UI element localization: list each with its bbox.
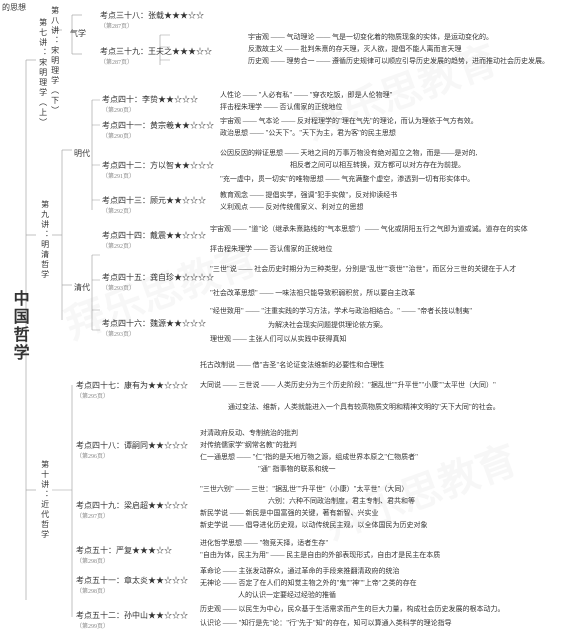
- leaf-t6: 宇宙观 —— 气本论 —— 反对程理学的"理在气先"的理论，而认为理依于气方有效…: [220, 116, 478, 126]
- kd-40-title: 考点四十：李贽★★☆☆☆: [102, 95, 198, 104]
- leaf-t32: "自由为体，民主为用" —— 民主是自由的外部表现形式，自由才是民主在本质: [200, 550, 440, 560]
- kd-43-title: 考点四十三：顾元★★☆☆☆: [102, 196, 206, 205]
- leaf-t16: "社会改革思想" —— 一味法祖只能导致积弱积贫，所以要自主改革: [210, 288, 415, 298]
- kd-38-page: （第287页）: [100, 24, 133, 30]
- leaf-t22: 通过变法、维新，人类就能进入一个具有较高物质文明和精神文明的"天下大同"的社会。: [228, 402, 500, 412]
- leaf-t28: 六别：六种不同政治制度，君主专制、君共和等: [268, 496, 415, 506]
- kd-39: 考点三十九：王夫之★★★☆☆ （第287页）: [100, 46, 212, 66]
- leaf-t20: 托古改制说 —— 借"吉圣"名论证变法维新的必要性和合理性: [200, 360, 384, 370]
- leaf-t10: "充一虚中，贯一切实"的唯物思想 —— 气充满整个虚空，渗透到一切有形实体中。: [220, 174, 474, 184]
- lecture-7: 第七讲：宋明理学（上）: [38, 18, 48, 128]
- kd-46: 考点四十六：魏源★★☆☆☆ （第293页）: [102, 318, 206, 338]
- leaf-t11: 教育观念 —— 提倡实学，强调"犯手实做"，反对抑读经书: [220, 190, 397, 200]
- leaf-t19: 理世观 —— 主张人们可以从实践中获得真知: [210, 334, 347, 344]
- kd-42-page: （第291页）: [102, 174, 135, 180]
- kd-40-page: （第290页）: [102, 108, 135, 114]
- kd-44-page: （第292页）: [102, 244, 135, 250]
- misc-top-label: 的思想: [2, 2, 26, 13]
- kd-47: 考点四十七：康有为★★☆☆☆ （第295页）: [76, 380, 188, 400]
- kd-50-page: （第298页）: [76, 559, 109, 565]
- kd-38-title: 考点三十八：张载★★★☆☆: [100, 11, 204, 20]
- lecture-10: 第十讲：近代哲学: [40, 460, 50, 540]
- kd-44-title: 考点四十四：戴震★★☆☆☆: [102, 231, 206, 240]
- kd-51-page: （第298页）: [76, 589, 109, 595]
- root-title: 中国哲学: [6, 290, 32, 362]
- kd-39-page: （第287页）: [100, 60, 133, 66]
- kd-49-page: （第297页）: [76, 514, 109, 520]
- leaf-t23: 对清政府反动、专制统治的批判: [200, 428, 298, 438]
- kd-51-title: 考点五十一：章太炎★★☆☆☆: [76, 576, 188, 585]
- kd-47-title: 考点四十七：康有为★★☆☆☆: [76, 381, 188, 390]
- kd-39-title: 考点三十九：王夫之★★★☆☆: [100, 47, 212, 56]
- leaf-t4: 人性论 —— "人必有私" —— "穿衣吃饭，即是人伦物理": [220, 90, 392, 100]
- kd-38: 考点三十八：张载★★★☆☆ （第287页）: [100, 10, 204, 30]
- leaf-t2: 反激故主义 —— 批判朱熹的存天理，灭人欲，提倡不能人离而言天理: [248, 44, 462, 54]
- leaf-t31: 进化哲学思想 —— "物竞天择，适者生存": [200, 538, 328, 548]
- kd-52: 考点五十二：孙中山★★☆☆☆ （第299页）: [76, 610, 188, 630]
- leaf-t15: "三世"说 —— 社会历史时期分为三种类型，分别是"乱世""衰世""治世"，而区…: [210, 264, 516, 274]
- kd-48-page: （第296页）: [76, 454, 109, 460]
- kd-40: 考点四十：李贽★★☆☆☆ （第290页）: [102, 94, 198, 114]
- leaf-t35: 人的认识一定要经过经验的推循: [238, 590, 336, 600]
- leaf-t3: 历史观 —— 理势合一 —— 遵循历史规律可以顺应引导历史发展的趋势，进而推动社…: [248, 56, 549, 66]
- branch-qingdai: 清代: [74, 282, 90, 293]
- kd-52-page: （第299页）: [76, 624, 109, 630]
- kd-52-title: 考点五十二：孙中山★★☆☆☆: [76, 611, 188, 620]
- leaf-t37: 认识论 —— "知行是先"论："行"先于"知"的存在，知可以算通入类科学的理论指…: [200, 618, 452, 628]
- leaf-t7: 政治思想 —— "公天下"。"天下为主，君为客"的民主思想: [220, 128, 396, 138]
- kd-50: 考点五十：严复★★★☆☆ （第298页）: [76, 545, 172, 565]
- leaf-t5: 抨击程朱理学 —— 否认儒家的正统地位: [220, 102, 343, 112]
- kd-48-title: 考点四十八：谭嗣同★★☆☆☆: [76, 441, 188, 450]
- leaf-t1: 宇宙观 —— 气动理论 —— 气是一切变化着的物质现象的实体，是运动变化的。: [248, 32, 493, 42]
- kd-43: 考点四十三：顾元★★☆☆☆ （第292页）: [102, 195, 206, 215]
- leaf-t33: 革命论 —— 主张发动群众，通过革命的手段来推翻清政府的统治: [200, 566, 400, 576]
- kd-47-page: （第295页）: [76, 394, 109, 400]
- branch-mingdai: 明代: [74, 148, 90, 159]
- kd-45-page: （第293页）: [102, 286, 135, 292]
- kd-42-title: 考点四十二：方以智★★☆☆☆: [102, 161, 214, 170]
- leaf-t24: 对传统儒家学"纲常名教"的批判: [200, 440, 297, 450]
- kd-49-title: 考点四十九：梁启超★★☆☆☆: [76, 501, 188, 510]
- lecture-9: 第九讲：明清哲学: [40, 200, 50, 280]
- leaf-t29: 新民学说 —— 新民是中国富强的关键，著有新智、兴实业: [200, 508, 379, 518]
- leaf-t9: 相反者之间可以相互转换，双方都可以对方存在为前提。: [290, 160, 465, 170]
- kd-45: 考点四十五：龚自珍★☆☆☆☆ （第293页）: [102, 272, 214, 292]
- branch-qixue: 气学: [70, 28, 86, 39]
- kd-41-title: 考点四十一：黄宗羲★★☆☆☆: [102, 121, 214, 130]
- leaf-t36: 历史观 —— 以民生为中心，民众基于生活需求而产生的巨大力量，构成社会历史发展的…: [200, 604, 505, 614]
- lecture-8: 第八讲：宋明理学（下）: [50, 6, 60, 116]
- leaf-t34: 无神论 —— 否定了在人们的知觉主物之外的"鬼""神""上帝"之类的存在: [200, 578, 417, 588]
- leaf-t30: 新史学说 —— 倡导进化历史观，以动传统民主观，以全体国民为历史对象: [200, 520, 428, 530]
- kd-51: 考点五十一：章太炎★★☆☆☆ （第298页）: [76, 575, 188, 595]
- leaf-t14: 抨击程朱理学 —— 否认儒家的正统地位: [210, 244, 333, 254]
- leaf-t26: "通" 指事物的联系和统一: [258, 464, 335, 474]
- kd-41-page: （第290页）: [102, 134, 135, 140]
- kd-46-page: （第293页）: [102, 332, 135, 338]
- kd-42: 考点四十二：方以智★★☆☆☆ （第291页）: [102, 160, 214, 180]
- kd-49: 考点四十九：梁启超★★☆☆☆ （第297页）: [76, 500, 188, 520]
- kd-50-title: 考点五十：严复★★★☆☆: [76, 546, 172, 555]
- kd-46-title: 考点四十六：魏源★★☆☆☆: [102, 319, 206, 328]
- leaf-t17: "经世致用" —— "注重实践的学习方法，学术与政治相结合。" —— "帝者长技…: [210, 306, 472, 316]
- leaf-t18: 为解决社会现实问题提供理论依方案。: [268, 320, 387, 330]
- kd-41: 考点四十一：黄宗羲★★☆☆☆ （第290页）: [102, 120, 214, 140]
- kd-44: 考点四十四：戴震★★☆☆☆ （第292页）: [102, 230, 206, 250]
- leaf-t21: 大同说 —— 三世说 —— 人类历史分为三个历史阶段："据乱世""升平世""小康…: [200, 380, 496, 390]
- leaf-t8: 公因反因的辩证思想 —— 天地之间的万事万物没有绝对孤立之物，而是——是对的,: [220, 148, 477, 158]
- leaf-t13: 宇宙观 —— "道"论（继承朱熹路线的"气本思想"）—— 气化或阴阳五行之气即为…: [210, 224, 528, 234]
- kd-48: 考点四十八：谭嗣同★★☆☆☆ （第296页）: [76, 440, 188, 460]
- leaf-t12: 义利观点 —— 反对传统儒家义、利对立的思想: [220, 202, 364, 212]
- tree-root-container: 的思想 中国哲学 第七讲：宋明理学（上） 第八讲：宋明理学（下） 第九讲：明清哲…: [0, 0, 583, 635]
- kd-43-page: （第292页）: [102, 209, 135, 215]
- kd-45-title: 考点四十五：龚自珍★☆☆☆☆: [102, 273, 214, 282]
- leaf-t25: 仁一通思想 —— "仁"指的是天地万物之源，组成世界本原之"仁物质者": [200, 452, 418, 462]
- leaf-t27: "三世六别" —— 三世："据乱世""升平世"（小康）"太平世"（大同）: [200, 484, 408, 494]
